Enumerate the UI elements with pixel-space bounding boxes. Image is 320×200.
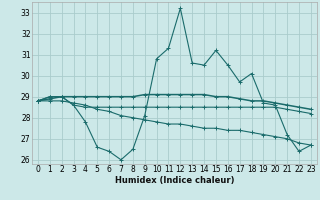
X-axis label: Humidex (Indice chaleur): Humidex (Indice chaleur) xyxy=(115,176,234,185)
